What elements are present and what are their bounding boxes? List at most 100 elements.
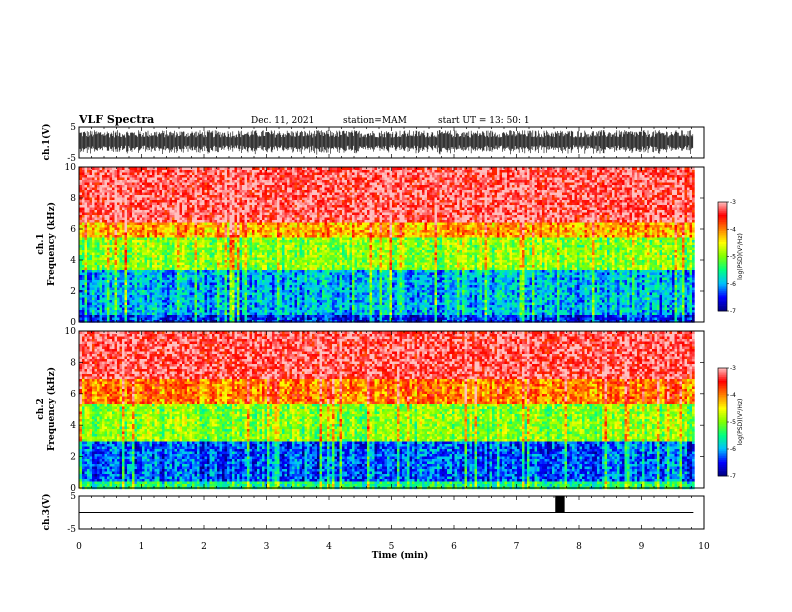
ch1-spectrogram-cell (162, 183, 165, 186)
ch1-spectrogram-cell (250, 190, 253, 193)
ch1-spectrogram-cell (105, 233, 108, 236)
ch1-spectrogram-cell (137, 173, 140, 176)
ch1-spectrogram-cell (265, 183, 268, 186)
ch1-spectrogram-cell (155, 313, 158, 316)
ch1-spectrogram-cell (202, 238, 205, 241)
ch1-spectrogram-cell (95, 308, 98, 311)
ch1-spectrogram-cell (172, 268, 175, 271)
ch1-spectrogram-cell (212, 188, 215, 191)
ch1-spectrogram-cell (162, 243, 165, 246)
ch1-spectrogram-cell (205, 183, 208, 186)
ch1-spectrogram-cell (190, 290, 193, 293)
ch1-spectrogram-cell (207, 243, 210, 246)
ch1-spectrogram-cell (257, 215, 260, 218)
ch1-spectrogram-cell (130, 173, 133, 176)
ch1-spectrogram-cell (155, 243, 158, 246)
ch1-spectrogram-cell (182, 213, 185, 216)
ch1-spectrogram-cell (210, 178, 213, 181)
ch1-spectrogram-cell (90, 313, 93, 316)
ch1-spectrogram-cell (85, 200, 88, 203)
ch1-spectrogram-cell (182, 175, 185, 178)
ch1-spectrogram-cell (235, 273, 238, 276)
ch1-spectrogram-cell (182, 295, 185, 298)
ch1-spectrogram-cell (177, 228, 180, 231)
ch1-spectrogram-cell (215, 263, 218, 266)
ch1-spectrogram-cell (175, 190, 178, 193)
ch1-spectrogram-cell (247, 265, 250, 268)
ch1-spectrogram-cell (147, 318, 150, 321)
ch1-spectrogram-cell (207, 275, 210, 278)
ch1-spectrogram-cell (190, 293, 193, 296)
ch1-spectrogram-cell (252, 173, 255, 176)
ch1-spectrogram-cell (210, 278, 213, 281)
ch1-spectrogram-cell (180, 265, 183, 268)
ch1-spectrogram-cell (137, 185, 140, 188)
ch1-spectrogram-cell (137, 188, 140, 191)
ch1-spectrogram-cell (220, 243, 223, 246)
ch1-spectrogram-cell (225, 315, 228, 318)
ch1-spectrogram-cell (102, 180, 105, 183)
ch1-spectrogram-cell (125, 258, 128, 261)
ch1-spectrogram-cell (250, 295, 253, 298)
ch1-spectrogram-cell (162, 268, 165, 271)
ch1-spectrogram-cell (112, 283, 115, 286)
ch1-spectrogram-cell (142, 185, 145, 188)
ch1-spectrogram-cell (117, 265, 120, 268)
ch1-spectrogram-cell (157, 310, 160, 313)
ch1-spectrogram-cell (175, 168, 178, 171)
ch1-spectrogram-cell (132, 295, 135, 298)
ch1-spectrogram-cell (247, 205, 250, 208)
ch1-spectrogram-cell (205, 265, 208, 268)
ch1-spectrogram-cell (87, 270, 90, 273)
ch1-spectrogram-cell (140, 175, 143, 178)
ch1-spectrogram-cell (270, 188, 273, 191)
ch1-spectrogram-cell (205, 235, 208, 238)
ch1-spectrogram-cell (275, 203, 278, 206)
ch1-spectrogram-cell (115, 303, 118, 306)
ch1-spectrogram-cell (270, 203, 273, 206)
ch1-spectrogram-cell (235, 168, 238, 171)
ch1-spectrogram-cell (200, 243, 203, 246)
ch1-spectrogram-cell (190, 213, 193, 216)
ch1-spectrogram-cell (110, 170, 113, 173)
ch1-spectrogram-cell (180, 210, 183, 213)
ch1-spectrogram-cell (97, 255, 100, 258)
ch1-spectrogram-cell (100, 315, 103, 318)
ch1-spectrogram-cell (107, 175, 110, 178)
ch1-spectrogram-cell (157, 288, 160, 291)
ch1-spectrogram-cell (127, 248, 130, 251)
ch1-spectrogram-cell (247, 190, 250, 193)
ch1-spectrogram-cell (85, 295, 88, 298)
ch1-spectrogram-cell (247, 243, 250, 246)
ch1-spectrogram-cell (262, 253, 265, 256)
ch1-spectrogram-cell (262, 280, 265, 283)
ch1-spectrogram-cell (117, 318, 120, 321)
ch1-spectrogram-cell (142, 238, 145, 241)
ch1-spectrogram-cell (120, 295, 123, 298)
ch1-spectrogram-cell (115, 298, 118, 301)
ch1-spectrogram-cell (210, 185, 213, 188)
ch1-spectrogram-cell (250, 198, 253, 201)
ch1-spectrogram-cell (217, 285, 220, 288)
ch1-spectrogram-cell (122, 195, 125, 198)
ch1-spectrogram-cell (255, 315, 258, 318)
ch1-spectrogram-cell (127, 318, 130, 321)
ch1-spectrogram-cell (260, 245, 263, 248)
ch1-spectrogram-cell (120, 258, 123, 261)
ch1-spectrogram-cell (175, 205, 178, 208)
ch1-spectrogram-cell (240, 260, 243, 263)
ch1-spectrogram-cell (145, 270, 148, 273)
ch1-spectrogram-cell (205, 175, 208, 178)
ch1-spectrogram-cell (222, 220, 225, 223)
ch1-spectrogram-cell (255, 258, 258, 261)
ch1-spectrogram-cell (97, 230, 100, 233)
ch1-spectrogram-cell (142, 175, 145, 178)
ch1-spectrogram-cell (142, 280, 145, 283)
ch1-spectrogram-cell (120, 280, 123, 283)
ch1-spectrogram-cell (175, 285, 178, 288)
ch1-spectrogram-cell (110, 228, 113, 231)
ch1-spectrogram-cell (112, 170, 115, 173)
ch1-spectrogram-cell (165, 245, 168, 248)
ch1-spectrogram-cell (157, 315, 160, 318)
ch1-spectrogram-cell (157, 250, 160, 253)
